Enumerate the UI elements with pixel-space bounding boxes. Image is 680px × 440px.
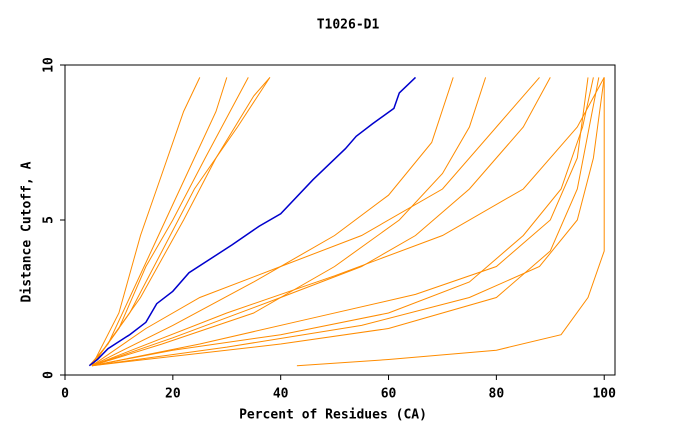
data-line — [296, 77, 605, 367]
data-line — [91, 77, 551, 367]
data-line — [91, 77, 540, 367]
y-tick-label: 10 — [42, 57, 57, 73]
data-line — [91, 77, 201, 366]
y-axis-label: Distance Cutoff, A — [20, 161, 35, 302]
data-line — [91, 77, 454, 367]
data-line — [91, 77, 487, 367]
x-tick-label: 20 — [165, 387, 181, 402]
x-tick-label: 40 — [273, 387, 289, 402]
data-line — [91, 77, 605, 367]
data-line — [88, 76, 417, 367]
x-tick-label: 80 — [489, 387, 505, 402]
x-axis-label: Percent of Residues (CA) — [239, 408, 427, 423]
x-tick-label: 60 — [381, 387, 397, 402]
data-line — [91, 77, 589, 367]
data-line — [91, 77, 605, 367]
chart-title: T1026-D1 — [317, 18, 380, 33]
data-line — [91, 77, 600, 367]
x-tick-label: 0 — [61, 387, 69, 402]
y-tick-label: 5 — [42, 216, 57, 224]
x-tick-label: 100 — [592, 387, 616, 402]
data-line — [91, 77, 271, 366]
data-line — [91, 77, 594, 367]
y-tick-label: 0 — [42, 371, 57, 379]
data-line — [88, 77, 228, 367]
